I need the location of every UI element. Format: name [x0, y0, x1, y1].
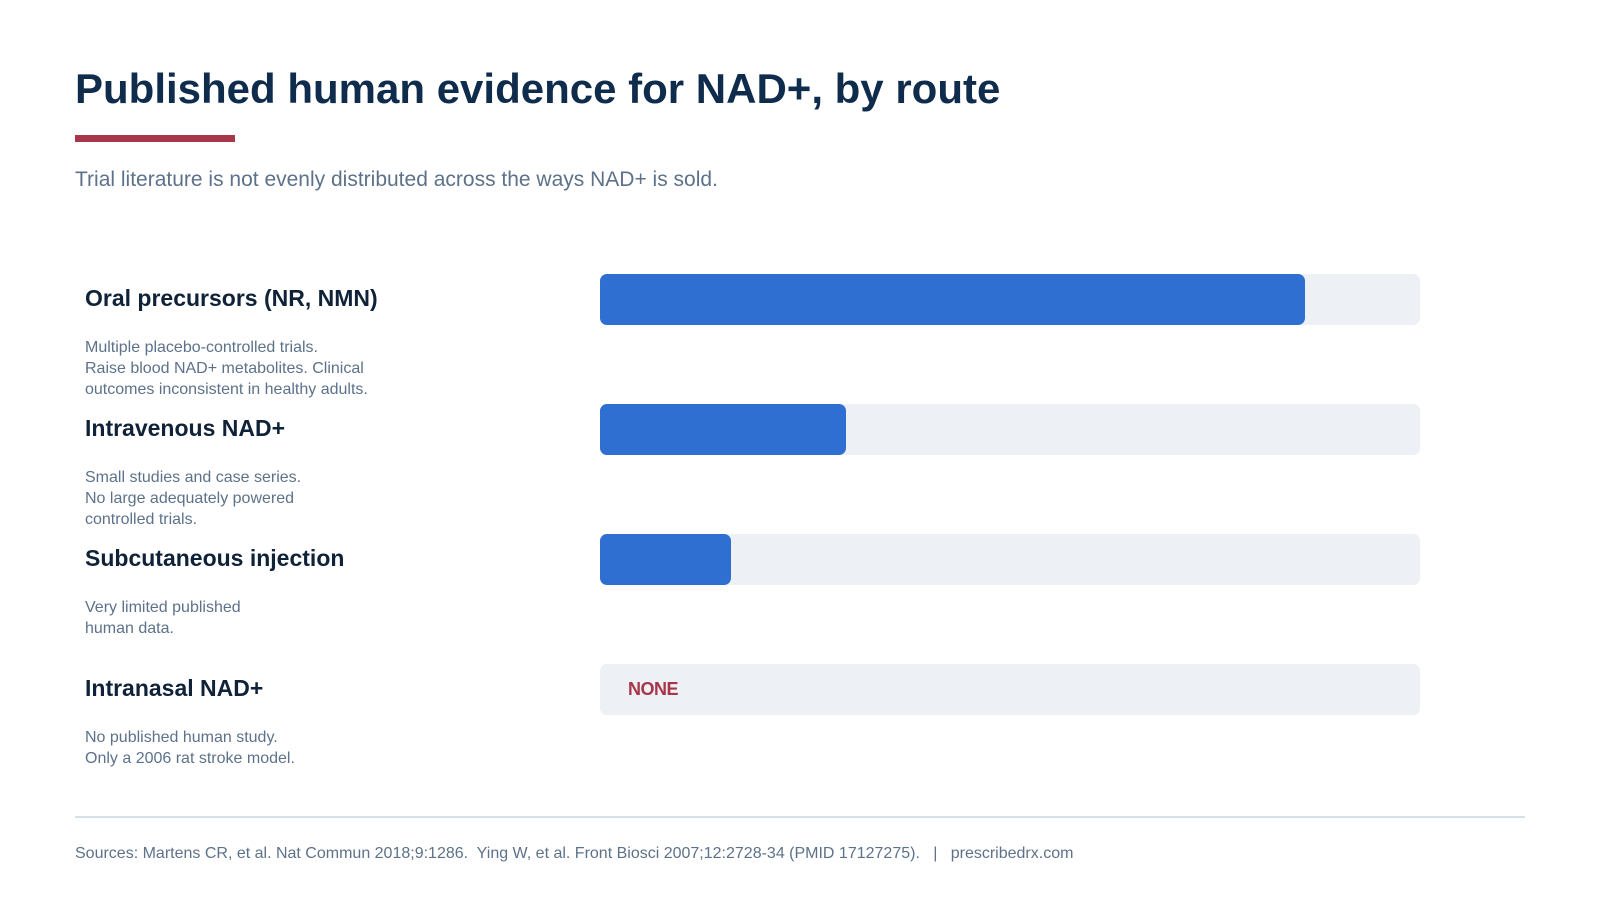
route-label: Intranasal NAD+: [85, 675, 264, 701]
chart-title: Published human evidence for NAD+, by ro…: [75, 65, 1001, 112]
bar: [600, 274, 1305, 325]
route-row-subcutaneous: Subcutaneous injection Very limited publ…: [85, 534, 1425, 664]
route-row-intravenous: Intravenous NAD+ Small studies and case …: [85, 404, 1425, 534]
route-note: Multiple placebo-controlled trials. Rais…: [85, 339, 368, 398]
route-label: Subcutaneous injection: [85, 545, 345, 571]
footer-divider: [75, 816, 1525, 818]
route-row-oral: Oral precursors (NR, NMN) Multiple place…: [85, 274, 1425, 404]
route-note: Small studies and case series. No large …: [85, 469, 302, 528]
bar-track: [600, 274, 1420, 325]
chart-subtitle: Trial literature is not evenly distribut…: [75, 168, 718, 191]
route-label: Intravenous NAD+: [85, 415, 286, 441]
route-row-intranasal: Intranasal NAD+ No published human study…: [85, 664, 1425, 794]
sources-footer: Sources: Martens CR, et al. Nat Commun 2…: [75, 845, 1074, 862]
bar-value-label: NONE: [628, 679, 679, 699]
route-note: Very limited published human data.: [85, 599, 241, 637]
bar: [600, 534, 731, 585]
bar-track: NONE: [600, 664, 1420, 715]
bar-track: [600, 534, 1420, 585]
title-accent-rule: [75, 135, 235, 142]
route-note: No published human study. Only a 2006 ra…: [85, 729, 295, 767]
route-label: Oral precursors (NR, NMN): [85, 285, 378, 311]
bar-track: [600, 404, 1420, 455]
bar: [600, 404, 846, 455]
